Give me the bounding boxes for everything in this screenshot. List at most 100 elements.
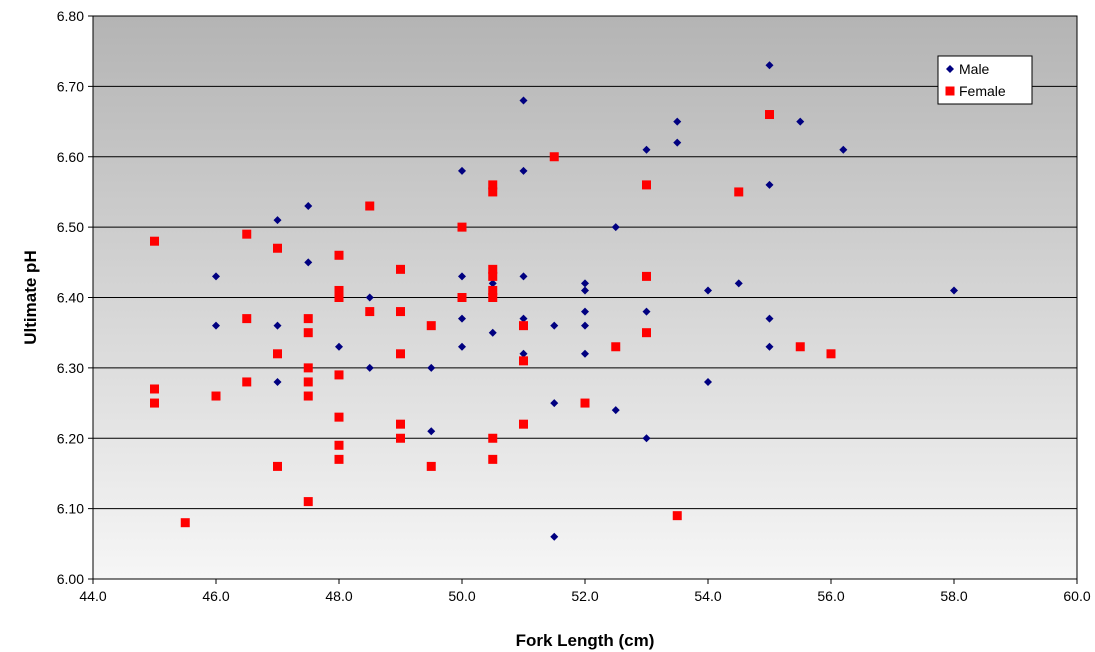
data-point-male (519, 314, 528, 323)
data-point-male (488, 328, 497, 337)
data-point-male (642, 145, 651, 154)
data-point-female (519, 321, 528, 331)
data-point-female (734, 187, 744, 197)
y-tick-label: 6.20 (57, 430, 84, 446)
data-point-female (488, 293, 498, 302)
data-point-female (334, 370, 344, 380)
data-point-female (242, 314, 252, 324)
data-point-female (457, 222, 467, 232)
data-point-female (488, 180, 498, 190)
y-tick-label: 6.30 (57, 360, 84, 376)
data-point-female (396, 433, 405, 443)
data-point-female (303, 377, 313, 387)
y-tick-label: 6.00 (57, 571, 84, 587)
data-point-female (549, 152, 559, 162)
data-point-male (458, 166, 466, 175)
data-point-male (581, 349, 589, 358)
data-point-female (396, 307, 405, 317)
data-point-female (488, 285, 498, 295)
data-point-female (642, 271, 651, 281)
data-point-female (273, 461, 282, 471)
data-point-female (180, 518, 190, 528)
data-point-female (611, 342, 621, 352)
data-point-female (426, 321, 436, 331)
data-point-male (581, 286, 589, 295)
data-point-female (150, 236, 159, 246)
x-tick-label: 52.0 (571, 588, 598, 604)
data-point-female (488, 264, 498, 274)
data-point-male (550, 532, 559, 541)
data-point-female (795, 342, 805, 352)
data-point-male (581, 307, 589, 316)
data-point-male (212, 321, 220, 330)
data-point-female (303, 328, 313, 338)
data-point-female (303, 314, 313, 324)
data-point-male (673, 117, 682, 126)
data-point-female (334, 285, 344, 295)
legend-label-female: Female (959, 83, 1006, 99)
x-tick-label: 48.0 (325, 588, 352, 604)
data-point-female (211, 391, 221, 401)
data-point-male (458, 272, 466, 281)
data-point-male (950, 286, 958, 295)
data-point-male (611, 223, 620, 232)
y-tick-label: 6.40 (57, 290, 84, 306)
data-point-female (334, 412, 344, 422)
data-point-male (642, 434, 651, 443)
data-point-male (519, 96, 528, 105)
data-point-female (303, 363, 313, 373)
data-point-female (273, 243, 282, 253)
data-point-female (672, 511, 682, 521)
data-point-female (303, 497, 313, 507)
x-axis-title: Fork Length (cm) (516, 631, 655, 650)
data-point-male (550, 399, 559, 408)
data-point-female (488, 271, 498, 281)
data-point-male (365, 363, 374, 372)
data-point-male (765, 342, 774, 351)
data-point-male (335, 342, 343, 351)
data-point-male (734, 279, 743, 288)
data-point-female (242, 377, 252, 387)
data-point-male (704, 377, 712, 386)
data-point-male (642, 307, 651, 316)
data-point-female (334, 454, 344, 464)
data-point-male (458, 342, 466, 351)
legend-box (937, 55, 1033, 105)
y-tick-label: 6.50 (57, 219, 84, 235)
data-point-female (396, 419, 405, 429)
data-point-male (427, 427, 436, 436)
data-point-male (273, 216, 282, 225)
data-point-male (550, 321, 559, 330)
data-point-male (704, 286, 712, 295)
x-tick-label: 50.0 (448, 588, 475, 604)
y-tick-label: 6.80 (57, 8, 84, 24)
x-tick-label: 44.0 (79, 588, 106, 604)
data-point-male (488, 279, 497, 288)
data-point-female (488, 433, 498, 443)
data-point-female (519, 419, 528, 429)
data-point-female (642, 180, 651, 190)
data-point-male (611, 406, 620, 415)
data-point-female (334, 440, 344, 450)
legend-marker-female (945, 86, 955, 96)
x-tick-label: 54.0 (694, 588, 721, 604)
data-point-male (519, 349, 528, 358)
data-point-male (273, 377, 282, 386)
data-point-female (365, 307, 375, 317)
data-point-male (765, 314, 774, 323)
data-point-female (150, 384, 159, 394)
data-point-male (581, 279, 589, 288)
data-point-female (334, 250, 344, 260)
x-tick-label: 60.0 (1063, 588, 1090, 604)
x-tick-label: 56.0 (817, 588, 844, 604)
data-point-female (457, 293, 467, 302)
y-tick-label: 6.10 (57, 501, 84, 517)
data-point-male (458, 314, 466, 323)
legend-label-male: Male (959, 61, 990, 77)
x-tick-label: 46.0 (202, 588, 229, 604)
data-point-male (212, 272, 220, 281)
y-tick-label: 6.70 (57, 78, 84, 94)
y-tick-label: 6.60 (57, 149, 84, 165)
data-point-female (580, 398, 590, 408)
data-point-male (796, 117, 805, 126)
